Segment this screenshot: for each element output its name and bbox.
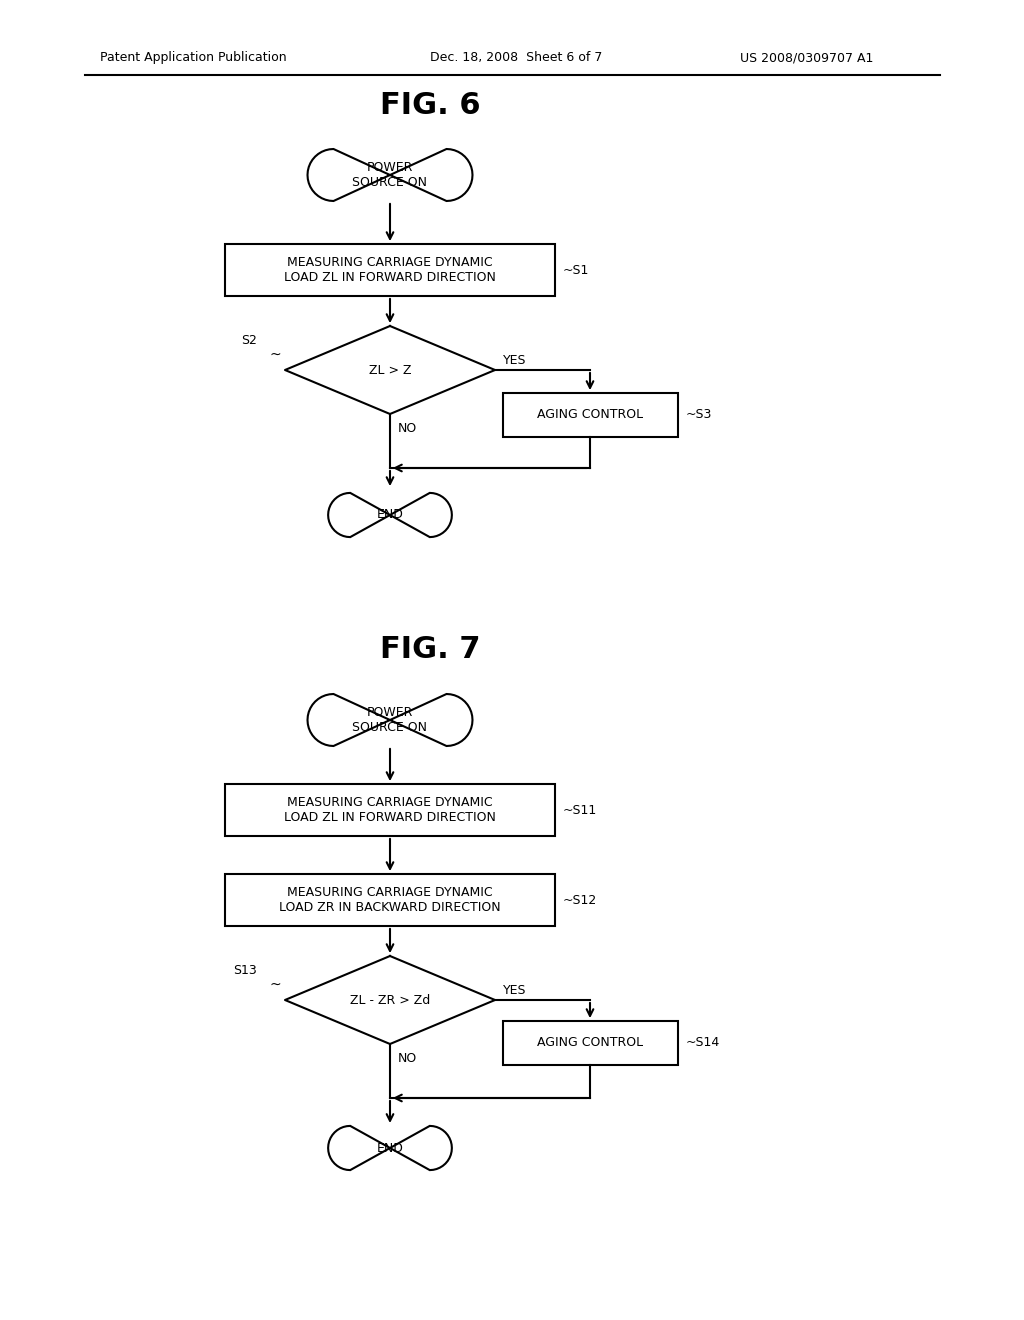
Text: MEASURING CARRIAGE DYNAMIC
LOAD ZR IN BACKWARD DIRECTION: MEASURING CARRIAGE DYNAMIC LOAD ZR IN BA… <box>280 886 501 913</box>
Bar <box>225 244 555 296</box>
Text: FIG. 7: FIG. 7 <box>380 635 480 664</box>
Text: ~S12: ~S12 <box>563 894 597 907</box>
Text: NO: NO <box>398 422 417 436</box>
Text: YES: YES <box>503 354 526 367</box>
Bar <box>225 784 555 836</box>
Text: END: END <box>377 508 403 521</box>
Bar <box>225 874 555 927</box>
Text: AGING CONTROL: AGING CONTROL <box>537 1036 643 1049</box>
PathPatch shape <box>328 1126 452 1170</box>
Text: ZL > Z: ZL > Z <box>369 363 412 376</box>
Text: FIG. 6: FIG. 6 <box>380 91 480 120</box>
Polygon shape <box>285 956 495 1044</box>
Polygon shape <box>285 326 495 414</box>
Text: ~S1: ~S1 <box>563 264 590 276</box>
Text: ZL - ZR > Zd: ZL - ZR > Zd <box>350 994 430 1006</box>
Text: MEASURING CARRIAGE DYNAMIC
LOAD ZL IN FORWARD DIRECTION: MEASURING CARRIAGE DYNAMIC LOAD ZL IN FO… <box>284 796 496 824</box>
Bar <box>503 1020 678 1065</box>
Text: Dec. 18, 2008  Sheet 6 of 7: Dec. 18, 2008 Sheet 6 of 7 <box>430 51 602 65</box>
Text: AGING CONTROL: AGING CONTROL <box>537 408 643 421</box>
Text: ~S14: ~S14 <box>685 1036 720 1049</box>
PathPatch shape <box>328 492 452 537</box>
Text: ~S3: ~S3 <box>685 408 712 421</box>
Text: POWER
SOURCE ON: POWER SOURCE ON <box>352 706 427 734</box>
PathPatch shape <box>307 694 472 746</box>
Text: MEASURING CARRIAGE DYNAMIC
LOAD ZL IN FORWARD DIRECTION: MEASURING CARRIAGE DYNAMIC LOAD ZL IN FO… <box>284 256 496 284</box>
Text: S2: S2 <box>241 334 257 347</box>
Text: NO: NO <box>398 1052 417 1065</box>
Text: ~S11: ~S11 <box>563 804 597 817</box>
Text: ~: ~ <box>269 348 281 362</box>
Bar <box>503 393 678 437</box>
Text: YES: YES <box>503 983 526 997</box>
Text: US 2008/0309707 A1: US 2008/0309707 A1 <box>740 51 873 65</box>
Text: Patent Application Publication: Patent Application Publication <box>100 51 287 65</box>
Text: S13: S13 <box>233 964 257 977</box>
Text: END: END <box>377 1142 403 1155</box>
Text: POWER
SOURCE ON: POWER SOURCE ON <box>352 161 427 189</box>
Text: ~: ~ <box>269 978 281 993</box>
PathPatch shape <box>307 149 472 201</box>
